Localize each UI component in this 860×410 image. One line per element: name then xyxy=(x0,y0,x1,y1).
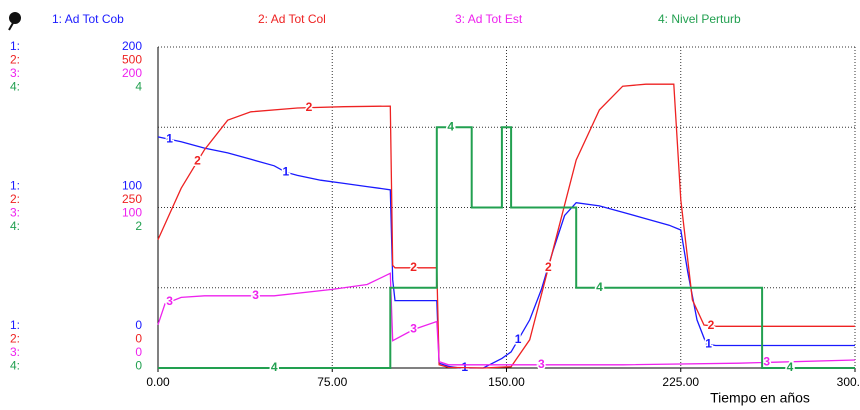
legend-entry: 3: Ad Tot Est xyxy=(455,12,523,26)
x-tick-label: 225.00 xyxy=(662,375,699,389)
y-tick-label: 200 xyxy=(122,39,142,53)
line-marker: 4 xyxy=(271,360,278,374)
y-tick-label: 200 xyxy=(122,66,142,80)
line-marker: 4 xyxy=(787,360,794,374)
y-tick-label: 2 xyxy=(135,219,142,233)
legend-key: 3: xyxy=(455,12,465,26)
y-tick-label: 0 xyxy=(135,359,142,373)
legend-key: 2: xyxy=(258,12,268,26)
y-tick-label: 250 xyxy=(122,192,142,206)
series-line xyxy=(158,126,855,369)
legend-entry: 1: Ad Tot Cob xyxy=(52,12,124,26)
y-tick-label: 0 xyxy=(135,318,142,332)
axis-key: 4: xyxy=(10,219,20,233)
line-marker: 4 xyxy=(596,280,603,294)
x-tick-label: 300.00 xyxy=(837,375,860,389)
line-marker: 3 xyxy=(166,294,173,308)
legend-name: Ad Tot Est xyxy=(468,12,523,26)
axis-key: 2: xyxy=(10,332,20,346)
axis-key: 4: xyxy=(10,359,20,373)
axis-key: 1: xyxy=(10,179,20,193)
line-marker: 1 xyxy=(515,332,522,346)
series-line xyxy=(157,272,856,366)
legend-name: Nivel Perturb xyxy=(671,12,741,26)
line-marker: 2 xyxy=(194,153,201,167)
y-tick-label: 0 xyxy=(135,345,142,359)
x-axis-title: Tiempo en años xyxy=(710,390,810,406)
line-marker: 2 xyxy=(306,100,313,114)
axis-key: 2: xyxy=(10,53,20,67)
y-tick-label: 100 xyxy=(122,179,142,193)
legend-key: 4: xyxy=(658,12,668,26)
line-marker: 3 xyxy=(538,357,545,371)
axis-key: 4: xyxy=(10,80,20,94)
line-marker: 2 xyxy=(545,260,552,274)
x-tick-label: 0.00 xyxy=(146,375,170,389)
y-tick-label: 100 xyxy=(122,206,142,220)
pin-icon xyxy=(8,12,21,31)
line-marker: 2 xyxy=(410,260,417,274)
line-marker: 1 xyxy=(282,164,289,178)
x-tick-label: 150.00 xyxy=(488,375,525,389)
axis-key: 3: xyxy=(10,66,20,80)
line-marker: 3 xyxy=(763,355,770,369)
axis-key: 1: xyxy=(10,39,20,53)
line-marker: 1 xyxy=(166,131,173,145)
series-line xyxy=(157,83,855,369)
axis-key: 3: xyxy=(10,206,20,220)
legend-entry: 2: Ad Tot Col xyxy=(258,12,326,26)
x-tick-label: 75.00 xyxy=(317,375,347,389)
line-marker: 3 xyxy=(410,322,417,336)
y-tick-label: 500 xyxy=(122,53,142,67)
y-tick-label: 0 xyxy=(135,332,142,346)
legend-name: Ad Tot Col xyxy=(271,12,326,26)
axis-key: 3: xyxy=(10,345,20,359)
line-marker: 3 xyxy=(252,288,259,302)
legend-name: Ad Tot Cob xyxy=(65,12,124,26)
line-marker: 1 xyxy=(705,336,712,350)
legend-entry: 4: Nivel Perturb xyxy=(658,12,741,26)
line-marker: 4 xyxy=(447,119,454,133)
axis-key: 1: xyxy=(10,318,20,332)
series-line xyxy=(157,136,855,369)
axis-key: 2: xyxy=(10,192,20,206)
line-marker: 2 xyxy=(708,318,715,332)
legend-key: 1: xyxy=(52,12,62,26)
y-tick-label: 4 xyxy=(135,80,142,94)
